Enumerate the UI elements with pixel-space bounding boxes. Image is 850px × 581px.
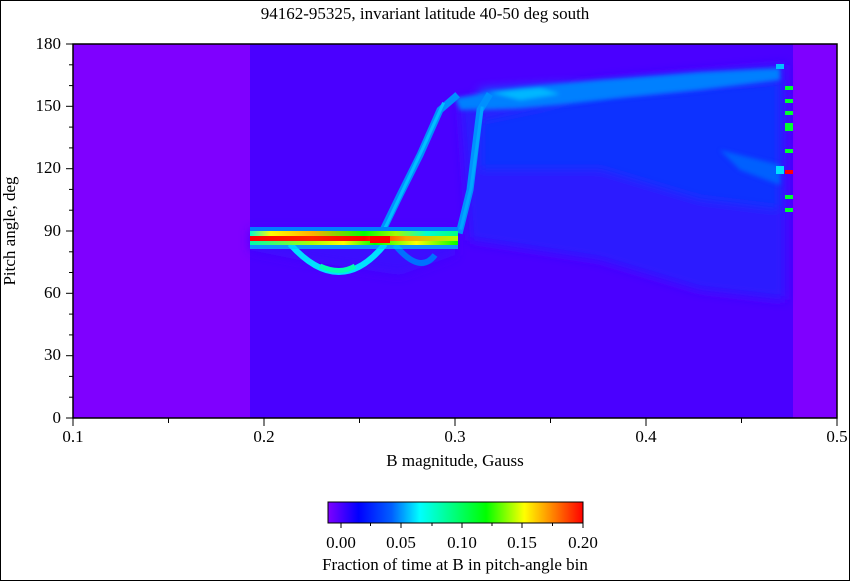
rising-branches <box>378 92 493 235</box>
y-axis-label: Pitch angle, deg <box>0 176 19 286</box>
y-tick-label: 60 <box>44 283 61 302</box>
colorbar-tick-label: 0.15 <box>507 533 537 552</box>
x-tick-label: 0.4 <box>635 427 657 446</box>
upper-plateau <box>455 68 780 185</box>
equatorial-band <box>250 227 458 249</box>
x-tick-label: 0.3 <box>444 427 466 446</box>
y-axis-ticks <box>66 43 73 419</box>
x-tick-label: 0.1 <box>62 427 84 446</box>
y-tick-label: 150 <box>35 96 62 115</box>
y-tick-label: 0 <box>52 408 62 427</box>
x-tick-label: 0.2 <box>253 427 275 446</box>
x-axis-label: B magnitude, Gauss <box>386 451 524 470</box>
colorbar-label: Fraction of time at B in pitch-angle bin <box>322 555 588 574</box>
colorbar-ticks <box>340 523 584 528</box>
x-axis-ticks <box>72 418 838 426</box>
y-tick-label: 120 <box>35 158 62 177</box>
chart-title: 94162-95325, invariant latitude 40-50 de… <box>260 4 590 23</box>
y-tick-label: 30 <box>44 345 61 364</box>
colorbar-tick-label: 0.05 <box>386 533 416 552</box>
y-tick-label: 90 <box>44 221 61 240</box>
lower-arc <box>287 242 438 275</box>
y-tick-label: 180 <box>35 34 62 53</box>
colorbar-tick-label: 0.20 <box>568 533 598 552</box>
x-tick-label: 0.5 <box>826 427 848 446</box>
edge-bins <box>776 64 793 212</box>
colorbar-tick-label: 0.10 <box>447 533 477 552</box>
colorbar-tick-label: 0.00 <box>326 533 356 552</box>
colorbar <box>327 501 584 524</box>
